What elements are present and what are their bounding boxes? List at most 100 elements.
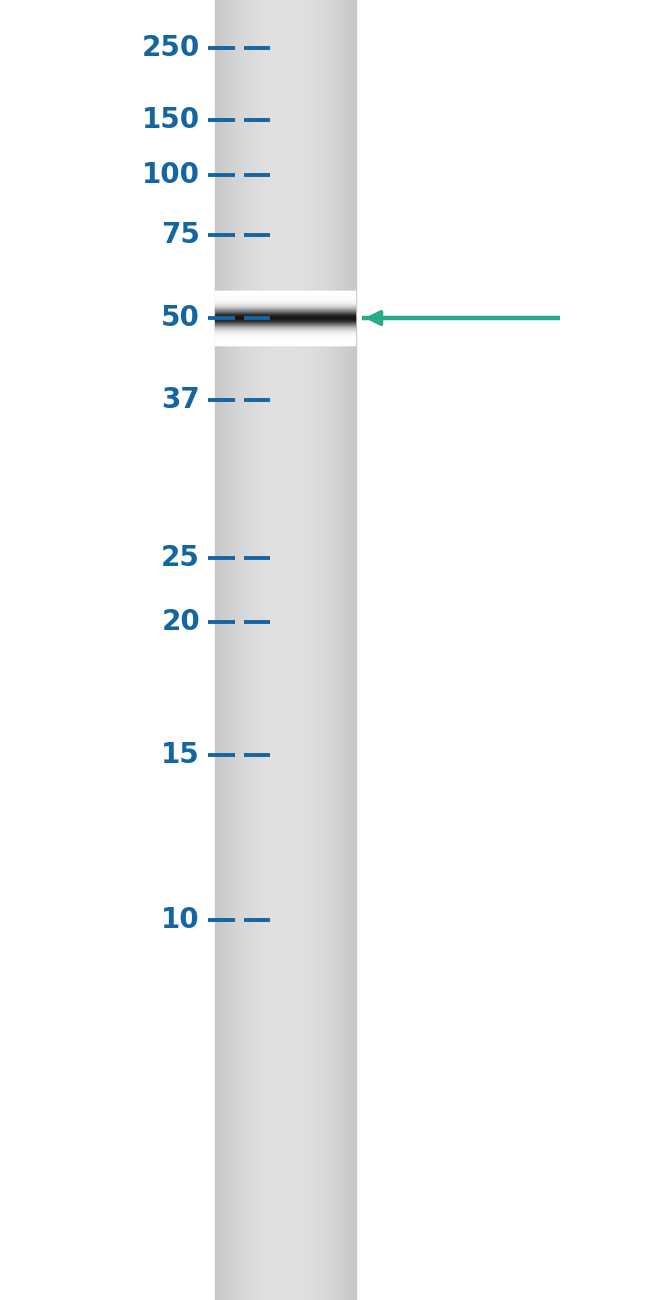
Bar [262, 0, 263, 1300]
Bar [307, 0, 308, 1300]
Bar [291, 0, 292, 1300]
Bar [270, 0, 271, 1300]
Bar [226, 0, 227, 1300]
Bar [248, 0, 249, 1300]
Text: 20: 20 [161, 608, 200, 636]
Bar [237, 0, 238, 1300]
Bar [233, 0, 234, 1300]
Bar [271, 0, 272, 1300]
Bar [298, 0, 299, 1300]
Bar [268, 0, 269, 1300]
Bar [284, 0, 285, 1300]
Bar [296, 0, 297, 1300]
Bar [311, 0, 312, 1300]
Text: 15: 15 [161, 741, 200, 770]
Bar [218, 0, 219, 1300]
Bar [320, 0, 321, 1300]
Bar [238, 0, 239, 1300]
Bar [348, 0, 349, 1300]
Bar [285, 0, 286, 1300]
Bar [215, 0, 216, 1300]
Bar [227, 0, 228, 1300]
Bar [261, 0, 262, 1300]
Bar [306, 0, 307, 1300]
Bar [350, 0, 351, 1300]
Bar [234, 0, 235, 1300]
Bar [313, 0, 314, 1300]
Bar [273, 0, 274, 1300]
Bar [330, 0, 331, 1300]
Bar [280, 0, 281, 1300]
Text: 75: 75 [161, 221, 200, 250]
Bar [242, 0, 243, 1300]
Bar [251, 0, 252, 1300]
Bar [250, 0, 251, 1300]
Bar [253, 0, 254, 1300]
Bar [327, 0, 328, 1300]
Bar [325, 0, 326, 1300]
Bar [289, 0, 291, 1300]
Bar [351, 0, 352, 1300]
Bar [239, 0, 240, 1300]
Bar [328, 0, 329, 1300]
Bar [287, 0, 288, 1300]
Bar [310, 0, 311, 1300]
Bar [275, 0, 276, 1300]
Bar [236, 0, 237, 1300]
Bar [254, 0, 255, 1300]
Bar [334, 0, 335, 1300]
Bar [272, 0, 273, 1300]
Bar [333, 0, 334, 1300]
Bar [267, 0, 268, 1300]
Bar [332, 0, 333, 1300]
Bar [322, 0, 323, 1300]
Bar [338, 0, 339, 1300]
Bar [276, 0, 277, 1300]
Bar [317, 0, 318, 1300]
Text: 10: 10 [161, 906, 200, 933]
Bar [342, 0, 343, 1300]
Bar [260, 0, 261, 1300]
Bar [225, 0, 226, 1300]
Bar [319, 0, 320, 1300]
Bar [235, 0, 236, 1300]
Bar [277, 0, 278, 1300]
Bar [339, 0, 340, 1300]
Bar [265, 0, 266, 1300]
Text: 50: 50 [161, 304, 200, 332]
Bar [281, 0, 282, 1300]
Bar [321, 0, 322, 1300]
Bar [259, 0, 260, 1300]
Bar [249, 0, 250, 1300]
Bar [304, 0, 305, 1300]
Bar [229, 0, 231, 1300]
Bar [329, 0, 330, 1300]
Bar [217, 0, 218, 1300]
Bar [252, 0, 253, 1300]
Bar [227, 0, 228, 1300]
Bar [347, 0, 348, 1300]
Bar [340, 0, 341, 1300]
Bar [293, 0, 294, 1300]
Bar [220, 0, 222, 1300]
Bar [269, 0, 270, 1300]
Bar [323, 0, 324, 1300]
Bar [326, 0, 327, 1300]
Bar [244, 0, 245, 1300]
Bar [274, 0, 275, 1300]
Bar [349, 0, 350, 1300]
Bar [258, 0, 259, 1300]
Bar [355, 0, 356, 1300]
Bar [314, 0, 315, 1300]
Bar [279, 0, 280, 1300]
Bar [352, 0, 353, 1300]
Bar [263, 0, 265, 1300]
Bar [255, 0, 256, 1300]
Bar [231, 0, 232, 1300]
Bar [297, 0, 298, 1300]
Text: 25: 25 [161, 543, 200, 572]
Bar [345, 0, 346, 1300]
Bar [232, 0, 233, 1300]
Bar [316, 0, 317, 1300]
Bar [245, 0, 246, 1300]
